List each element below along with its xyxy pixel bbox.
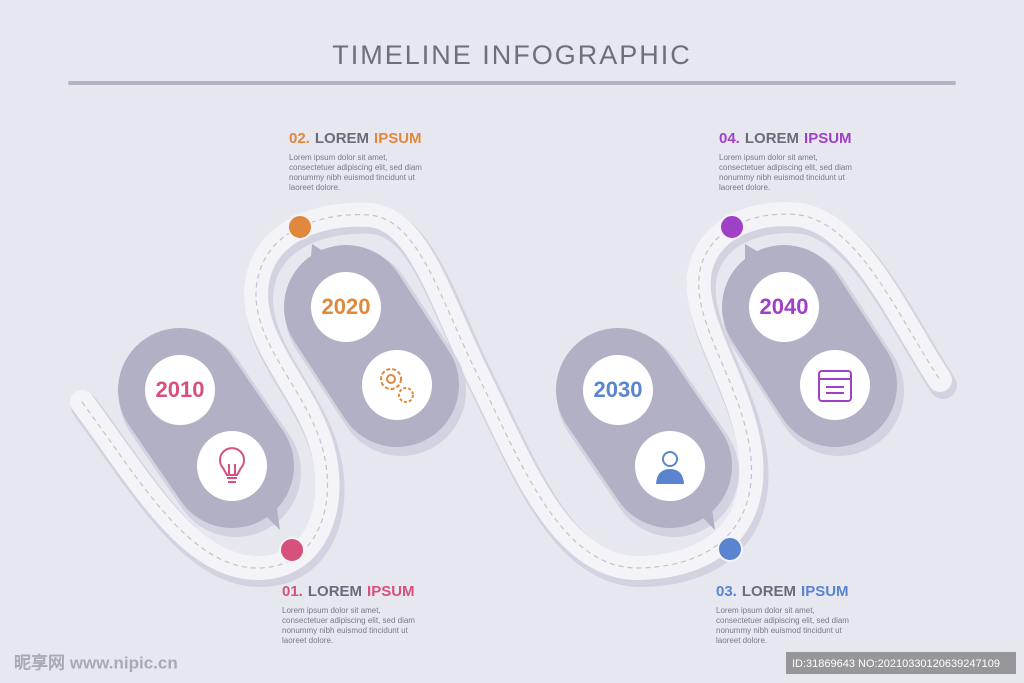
step-text: nonummy nibh euismod tincidunt ut	[289, 173, 416, 182]
capsule-tail	[745, 244, 775, 270]
heading-word-b: IPSUM	[367, 583, 415, 600]
step-text: consectetuer adipiscing elit, sed diam	[719, 163, 852, 172]
icon-circle	[197, 431, 267, 501]
capsule-tail	[690, 495, 715, 530]
step-text: laoreet dolore.	[289, 183, 340, 192]
step-text: consectetuer adipiscing elit, sed diam	[282, 616, 415, 625]
bulb-icon	[219, 447, 245, 476]
year-circle	[749, 272, 819, 342]
step-heading: 02. LOREM IPSUM	[289, 130, 422, 147]
title-rule	[68, 81, 956, 85]
step-text: laoreet dolore.	[282, 636, 333, 645]
watermark-site: 昵享网 www.nipic.cn	[14, 652, 178, 672]
road-dashes	[81, 213, 941, 569]
step-text: Lorem ipsum dolor sit amet,	[719, 153, 818, 162]
step-text: nonummy nibh euismod tincidunt ut	[716, 626, 843, 635]
heading-word-b: IPSUM	[801, 583, 849, 600]
heading-word-a: LOREM	[742, 583, 796, 600]
year-label: 2040	[760, 294, 809, 319]
step-text: laoreet dolore.	[716, 636, 767, 645]
heading-word-a: LOREM	[315, 130, 369, 147]
year-label: 2010	[156, 377, 205, 402]
capsule-tail	[310, 244, 340, 270]
marker	[717, 536, 743, 562]
marker	[719, 214, 745, 240]
person-body	[656, 469, 684, 484]
step-heading: 03. LOREM IPSUM	[716, 583, 849, 600]
year-circle	[311, 272, 381, 342]
heading-number: 03.	[716, 583, 737, 600]
capsule-tail	[255, 495, 280, 530]
bulb-base	[227, 464, 237, 483]
person-head	[662, 451, 678, 467]
year-label: 2020	[322, 294, 371, 319]
heading-number: 02.	[289, 130, 310, 147]
calendar-lines	[819, 378, 851, 394]
heading-word-a: LOREM	[308, 583, 362, 600]
marker	[287, 214, 313, 240]
gear-hub	[386, 374, 396, 384]
step-text: nonummy nibh euismod tincidunt ut	[719, 173, 846, 182]
heading-word-b: IPSUM	[374, 130, 422, 147]
marker	[279, 537, 305, 563]
step-text: nonummy nibh euismod tincidunt ut	[282, 626, 409, 635]
watermark-id-bg	[786, 652, 1016, 674]
step-text: consectetuer adipiscing elit, sed diam	[289, 163, 422, 172]
step-heading: 01. LOREM IPSUM	[282, 583, 415, 600]
step-text: Lorem ipsum dolor sit amet,	[282, 606, 381, 615]
step-text: laoreet dolore.	[719, 183, 770, 192]
icon-circle	[362, 350, 432, 420]
heading-number: 04.	[719, 130, 740, 147]
steps: 2010 01. LOREM IPSUM Lorem ipsum dolor sit a…	[118, 130, 904, 645]
year-label: 2030	[594, 377, 643, 402]
icon-circle	[800, 350, 870, 420]
heading-word-b: IPSUM	[804, 130, 852, 147]
step-text: Lorem ipsum dolor sit amet,	[289, 153, 388, 162]
year-circle	[145, 355, 215, 425]
step-heading: 04. LOREM IPSUM	[719, 130, 852, 147]
gear-icon	[398, 387, 414, 403]
heading-word-a: LOREM	[745, 130, 799, 147]
watermark-id: ID:31869643 NO:20210330120639247109	[792, 658, 1000, 670]
step-text: Lorem ipsum dolor sit amet,	[716, 606, 815, 615]
road	[70, 202, 957, 588]
heading-number: 01.	[282, 583, 303, 600]
gear-icon	[380, 368, 402, 390]
title: TIMELINE INFOGRAPHIC	[332, 40, 692, 70]
year-circle	[583, 355, 653, 425]
step-text: consectetuer adipiscing elit, sed diam	[716, 616, 849, 625]
calendar-icon	[818, 370, 852, 402]
